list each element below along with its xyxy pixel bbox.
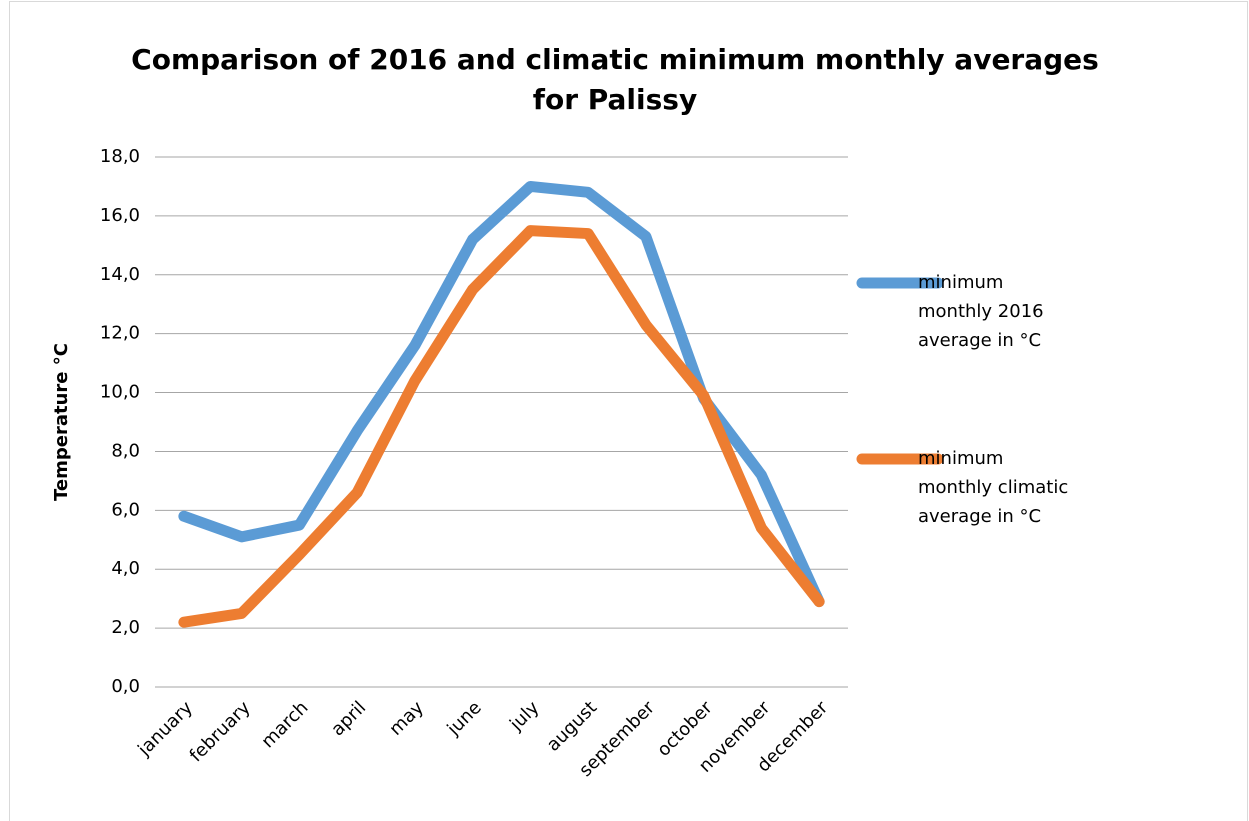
- y-tick-label: 6,0: [111, 499, 140, 520]
- chart-title: Comparison of 2016 and climatic minimum …: [131, 43, 1099, 116]
- y-tick-label: 4,0: [111, 558, 140, 579]
- x-tick-label: august: [543, 697, 601, 755]
- x-tick-label: june: [443, 697, 486, 740]
- x-tick-label: july: [505, 697, 543, 735]
- y-tick-label: 14,0: [100, 264, 140, 285]
- y-tick-label: 0,0: [111, 676, 140, 697]
- y-tick-label: 16,0: [100, 205, 140, 226]
- x-tick-label: february: [186, 697, 255, 766]
- data-line: [178, 225, 825, 628]
- x-tick-label: march: [257, 697, 312, 752]
- data-line: [178, 180, 825, 608]
- y-tick-label: 10,0: [100, 382, 140, 403]
- legend-label: minimum monthly 2016 average in °C: [918, 272, 1044, 351]
- y-tick-label: 12,0: [100, 323, 140, 344]
- y-tick-label: 18,0: [100, 146, 140, 167]
- chart-frame: [9, 1, 1248, 821]
- legend-label: minimum monthly climatic average in °C: [918, 448, 1069, 527]
- x-tick-label: may: [385, 697, 428, 740]
- y-tick-label: 8,0: [111, 440, 140, 461]
- y-tick-label: 2,0: [111, 617, 140, 638]
- x-tick-label: april: [327, 697, 370, 740]
- y-axis-label: Temperature °C: [51, 343, 72, 501]
